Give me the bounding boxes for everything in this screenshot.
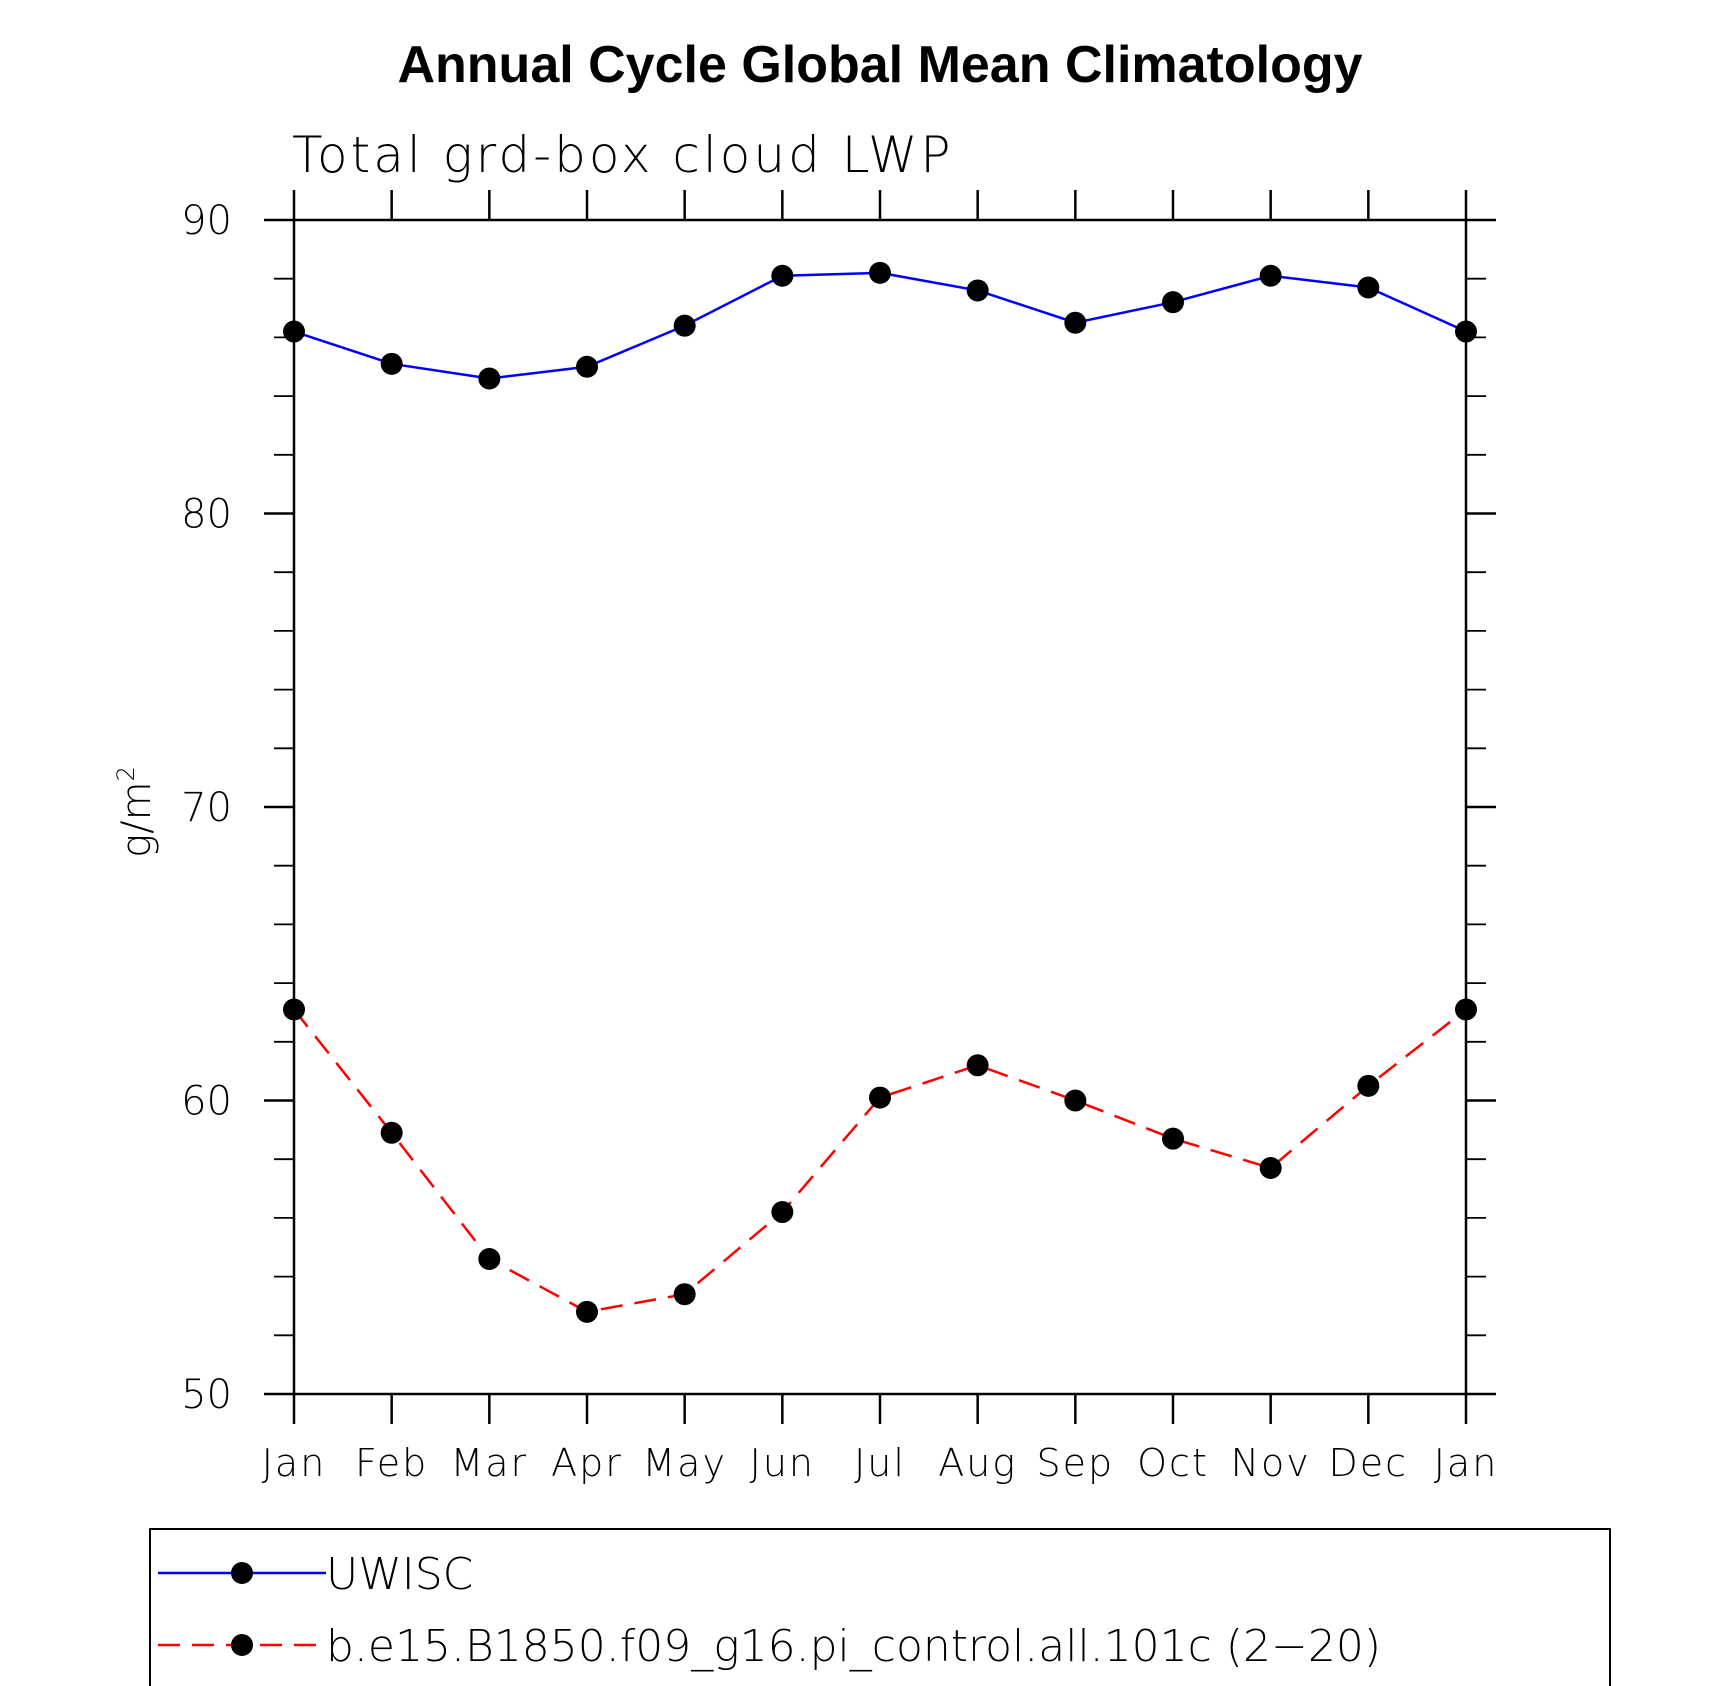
legend-marker [231,1562,253,1584]
y-axis-label-superscript: 2 [112,766,140,781]
data-point [673,314,696,337]
data-point [380,352,403,375]
svg-text:g/m2: g/m2 [112,766,160,858]
chart-title: Annual Cycle Global Mean Climatology [397,36,1362,94]
data-point [478,1247,501,1270]
y-tick-label: 90 [181,198,232,244]
data-point [1357,1074,1380,1097]
data-point [1064,1089,1087,1112]
data-point [966,1054,989,1077]
data-point [1259,1157,1282,1180]
data-point [771,1201,794,1224]
x-tick-label: May [642,1441,727,1485]
data-point [673,1283,696,1306]
x-tick-label: Jan [262,1441,327,1485]
chart-subtitle: Total grd-box cloud LWP [292,126,954,184]
x-tick-label: Jun [750,1441,815,1485]
data-point [1455,998,1477,1021]
data-point [869,1086,891,1109]
legend-label: b.e15.B1850.f09_g16.pi_control.all.101c … [326,1621,1381,1672]
legend-marker [231,1634,253,1656]
legend-box [149,1528,1611,1686]
data-point [576,1300,598,1323]
x-tick-label: Sep [1037,1441,1115,1485]
x-tick-label: Oct [1137,1441,1209,1485]
plot-frame [292,218,1468,1396]
y-tick-label: 50 [181,1372,232,1418]
x-tick-label: Mar [450,1441,528,1485]
legend-label: UWISC [326,1549,473,1600]
y-tick-label: 80 [181,492,232,538]
data-point [1064,311,1087,334]
x-tick-label: Jan [1434,1441,1499,1485]
data-point [1162,291,1184,314]
x-axis: Jan Feb Mar Apr May Jun Jul Aug Sep Oct Nov Dec Jan [262,190,1499,1485]
y-tick-label: 60 [181,1079,232,1125]
x-tick-label: Feb [355,1441,428,1485]
data-point [771,264,794,287]
y-axis-label-units: g/m [114,781,160,857]
series-1 [283,261,1477,390]
x-tick-label: Dec [1329,1441,1409,1485]
data-point [576,355,598,378]
y-axis: 50 60 70 80 90 [181,198,1496,1418]
series-line [293,271,1467,380]
x-tick-label: Jul [854,1441,906,1485]
data-point [1162,1127,1184,1150]
data-point [283,320,305,343]
data-point [478,367,501,390]
legend-entry-1: UWISC [158,1549,473,1600]
legend-entry-2: b.e15.B1850.f09_g16.pi_control.all.101c … [158,1621,1381,1672]
data-point [1357,276,1380,299]
x-tick-label: Aug [938,1441,1017,1485]
data-point [1259,264,1282,287]
legend: UWISC b.e15.B1850.f09_g16.pi_control.all.… [149,1528,1611,1686]
series-2 [283,998,1477,1323]
series-line [293,1008,1467,1314]
data-point [1455,320,1477,343]
y-axis-label: g/m2 [112,766,160,858]
data-point [869,261,891,284]
y-tick-label: 70 [181,785,232,831]
plot-border [292,218,1468,1396]
data-point [283,998,305,1021]
x-tick-label: Apr [551,1441,623,1485]
series-layer [283,261,1477,1323]
data-point [380,1121,403,1144]
x-tick-label: Nov [1231,1441,1311,1485]
data-point [966,279,989,302]
